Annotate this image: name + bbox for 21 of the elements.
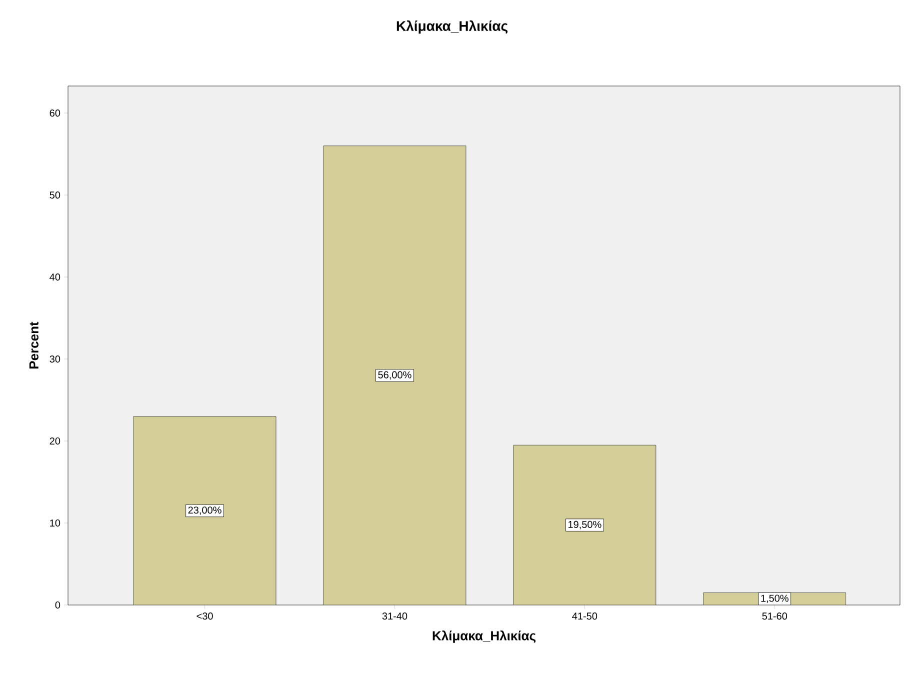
- y-axis-title: Percent: [29, 322, 38, 368]
- bar: [134, 416, 276, 605]
- y-tick-label: 30: [50, 355, 60, 363]
- bar: [513, 444, 656, 605]
- y-tick-label: 60: [50, 110, 60, 117]
- y-tick-label: 0: [55, 601, 60, 609]
- x-tick-label: 31-40: [382, 612, 408, 620]
- chart-title: Κλίμακα_Ηλικίας: [396, 20, 508, 34]
- data-label: 1,50%: [761, 594, 788, 603]
- x-axis-title: Κλίμακα_Ηλικίας: [432, 630, 536, 643]
- y-tick-label: 40: [50, 274, 60, 281]
- bar: [323, 146, 466, 605]
- y-tick-label: 20: [50, 437, 60, 445]
- x-tick-label: 51-60: [762, 612, 788, 620]
- x-tick-label: <30: [196, 612, 213, 620]
- x-tick-label: 41-50: [572, 612, 598, 620]
- data-label: 56,00%: [378, 371, 412, 380]
- y-tick-label: 50: [50, 192, 60, 199]
- data-label: 19,50%: [568, 520, 602, 530]
- y-tick-label: 10: [50, 519, 60, 527]
- data-label: 23,00%: [188, 506, 222, 515]
